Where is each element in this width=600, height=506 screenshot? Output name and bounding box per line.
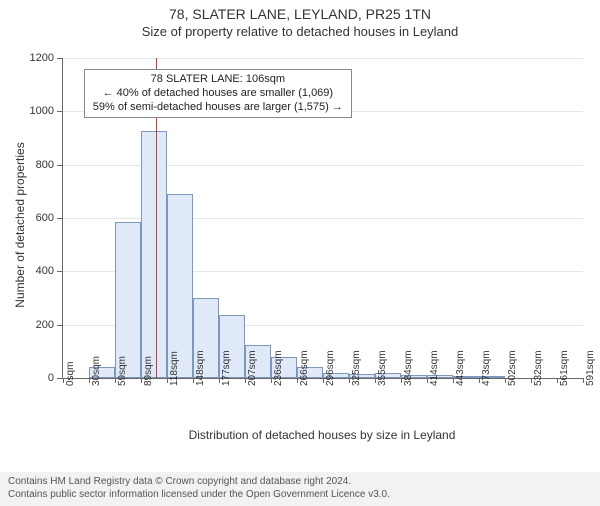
annotation-line: ← 40% of detached houses are smaller (1,… (93, 87, 343, 101)
footer: Contains HM Land Registry data © Crown c… (0, 472, 600, 506)
ytick-mark (57, 378, 62, 379)
ytick-mark (57, 58, 62, 59)
gridline (63, 58, 583, 59)
bar (115, 222, 141, 378)
ytick-mark (57, 218, 62, 219)
xtick-label: 591sqm (585, 350, 600, 386)
chart-container: Number of detached properties 78 SLATER … (0, 48, 600, 448)
ytick-label: 1000 (4, 105, 54, 117)
xtick-mark (63, 378, 64, 383)
annotation-line: 78 SLATER LANE: 106sqm (93, 73, 343, 87)
footer-line-2: Contains public sector information licen… (8, 489, 592, 502)
annotation-line: 59% of semi-detached houses are larger (… (93, 101, 343, 115)
ytick-mark (57, 325, 62, 326)
ytick-label: 800 (4, 159, 54, 171)
footer-line-1: Contains HM Land Registry data © Crown c… (8, 476, 592, 489)
page-subtitle: Size of property relative to detached ho… (0, 24, 600, 39)
ytick-label: 200 (4, 319, 54, 331)
annotation-box: 78 SLATER LANE: 106sqm← 40% of detached … (84, 69, 352, 118)
y-axis-label: Number of detached properties (13, 125, 27, 325)
ytick-mark (57, 111, 62, 112)
ytick-label: 400 (4, 265, 54, 277)
ytick-label: 0 (4, 372, 54, 384)
plot-area: 78 SLATER LANE: 106sqm← 40% of detached … (62, 58, 583, 379)
x-axis-label: Distribution of detached houses by size … (62, 428, 582, 442)
ytick-label: 1200 (4, 52, 54, 64)
bar (141, 131, 167, 378)
page-title: 78, SLATER LANE, LEYLAND, PR25 1TN (0, 6, 600, 22)
ytick-mark (57, 271, 62, 272)
ytick-label: 600 (4, 212, 54, 224)
ytick-mark (57, 165, 62, 166)
